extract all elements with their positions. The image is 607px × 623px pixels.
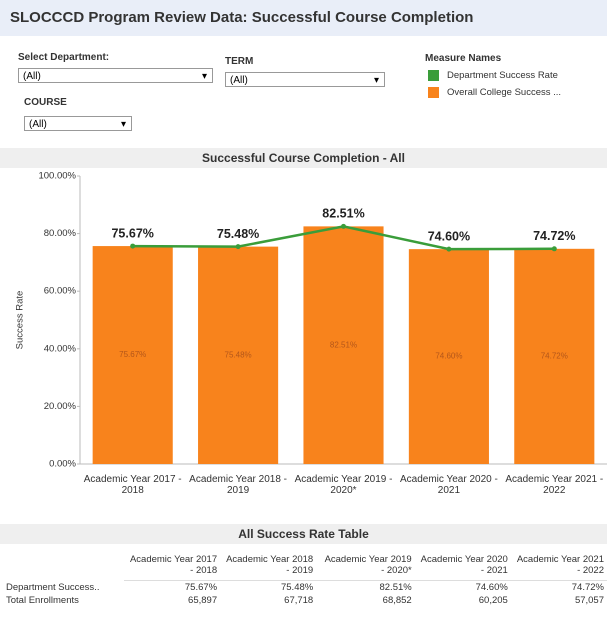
y-tick-label: 100.00% bbox=[38, 171, 76, 182]
bar-value-label: 74.60% bbox=[435, 352, 462, 361]
legend: Department Success Rate Overall College S… bbox=[428, 70, 561, 104]
dropdown[interactable]: (All) bbox=[18, 68, 213, 84]
dropdown[interactable]: (All) bbox=[24, 116, 132, 132]
x-tick-label: Academic Year 2019 - 2020* bbox=[294, 474, 393, 496]
chart: Success Rate 0.00% 20.00% 40.00% 60.00% 80.00… bbox=[15, 171, 607, 468]
line-value-label: 74.72% bbox=[533, 229, 575, 243]
bar-value-label: 75.48% bbox=[225, 350, 252, 359]
table-cell: 75.67% bbox=[184, 582, 218, 593]
table-cell: 75.48% bbox=[280, 582, 314, 593]
x-tick-label: Academic Year 2018 - 2019 bbox=[189, 474, 288, 496]
y-axis-label: Success Rate bbox=[15, 291, 26, 350]
table-cell: 68,852 bbox=[382, 595, 412, 606]
line-point bbox=[235, 244, 241, 250]
row-label: Department Success.. bbox=[6, 581, 100, 593]
legend-item: Department Success Rate bbox=[428, 70, 561, 81]
legend-label: Overall College Success ... bbox=[447, 87, 562, 98]
table: Academic Year 2017 - 2018 Academic Year 2… bbox=[0, 553, 607, 607]
line-value-label: 75.48% bbox=[217, 227, 259, 241]
line-point bbox=[341, 223, 346, 229]
row-label: Total Enrollments bbox=[6, 595, 79, 606]
chart-title: Successful Course Completion - All bbox=[0, 148, 607, 168]
filter-label: COURSE bbox=[24, 97, 67, 108]
table-row: Total Enrollments 65,897 67,718 68,852 60,20… bbox=[0, 594, 607, 607]
bar bbox=[92, 246, 173, 464]
line-point bbox=[551, 246, 557, 252]
x-tick-label: Academic Year 2021 - 2022 bbox=[505, 474, 604, 496]
table-cell: 82.51% bbox=[379, 582, 412, 593]
x-tick-label: Academic Year 2020 - 2021 bbox=[399, 474, 498, 496]
legend-item: Overall College Success ... bbox=[428, 87, 561, 98]
bar bbox=[303, 226, 384, 464]
line-value-label: 75.67% bbox=[111, 226, 153, 240]
y-tick-label: 40.00% bbox=[44, 343, 77, 354]
bar bbox=[408, 249, 489, 464]
legend-label: Department Success Rate bbox=[447, 70, 558, 81]
filter-label: Select Department: bbox=[18, 52, 110, 63]
table-cell: 65,897 bbox=[188, 595, 218, 606]
page-title: SLOCCCD Program Review Data: Successful … bbox=[0, 0, 607, 36]
x-axis: Academic Year 2017 - 2018 Academic Year 2… bbox=[0, 474, 607, 510]
dropdown[interactable]: (All) bbox=[225, 72, 385, 88]
x-tick-label: Academic Year 2017 - 2018 bbox=[83, 474, 182, 496]
table-title: All Success Rate Table bbox=[0, 524, 607, 544]
y-tick-label: 20.00% bbox=[44, 401, 77, 412]
column-header: Academic Year 2021 - 2022 bbox=[510, 553, 607, 581]
bar-value-label: 74.72% bbox=[541, 352, 568, 361]
table-cell: 74.60% bbox=[475, 582, 508, 593]
line-value-label: 82.51% bbox=[322, 207, 364, 221]
y-tick-label: 80.00% bbox=[44, 228, 77, 239]
table-row: Department Success.. 75.67% 75.48% 82.51% 74… bbox=[0, 581, 607, 595]
line-point bbox=[130, 243, 136, 249]
bar bbox=[198, 246, 279, 464]
legend-swatch bbox=[428, 87, 439, 98]
column-header: Academic Year 2018 - 2019 bbox=[220, 553, 317, 581]
line-point bbox=[446, 246, 452, 252]
y-tick-label: 60.00% bbox=[44, 286, 77, 297]
y-tick-label: 0.00% bbox=[49, 459, 76, 468]
legend-title: Measure Names bbox=[425, 53, 502, 64]
column-header: Academic Year 2017 - 2018 bbox=[124, 553, 221, 581]
filter-label: TERM bbox=[225, 56, 254, 67]
bar-value-label: 82.51% bbox=[330, 340, 357, 349]
column-header: Academic Year 2020 - 2021 bbox=[414, 553, 511, 581]
table-cell: 67,718 bbox=[284, 595, 314, 606]
line-value-label: 74.60% bbox=[428, 229, 470, 243]
table-cell: 74.72% bbox=[571, 582, 604, 593]
legend-swatch bbox=[428, 70, 439, 81]
bar bbox=[514, 248, 595, 464]
table-cell: 60,205 bbox=[478, 595, 508, 606]
bar-value-label: 75.67% bbox=[119, 350, 146, 359]
table-cell: 57,057 bbox=[574, 595, 604, 606]
column-header: Academic Year 2019 - 2020* bbox=[316, 553, 415, 581]
